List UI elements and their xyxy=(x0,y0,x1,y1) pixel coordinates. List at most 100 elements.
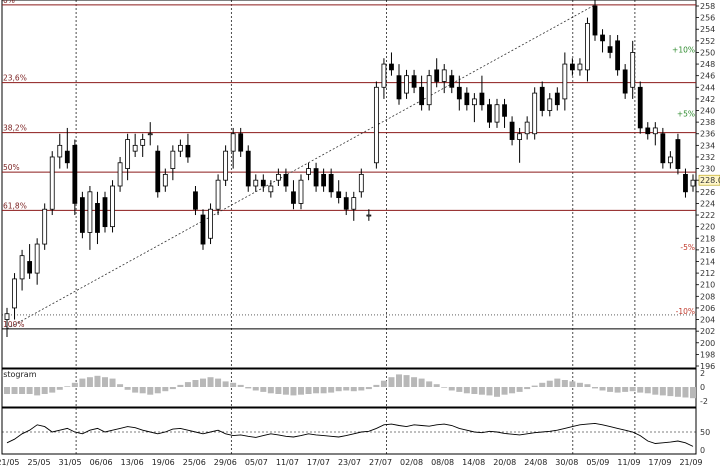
candle-bearish xyxy=(675,139,681,169)
price-axis: 196 198 200 202 204 206 208 210 212 214 216 218 220 2… xyxy=(696,2,715,371)
candle-bullish xyxy=(562,63,568,100)
histogram-bar xyxy=(109,378,116,387)
candle-bullish xyxy=(208,208,213,239)
histogram-bar xyxy=(546,380,553,387)
x-tick-label: 20/08 xyxy=(493,458,516,467)
fib-level-label: 23,6% xyxy=(3,74,27,83)
histogram-bar xyxy=(230,382,237,387)
histogram-bar xyxy=(411,377,418,387)
candle-bullish xyxy=(306,168,311,175)
histogram-bar xyxy=(674,387,681,397)
x-tick-label: 11/09 xyxy=(617,458,640,467)
candle-bearish xyxy=(27,261,33,274)
y-tick-label: 242 xyxy=(700,95,715,104)
candle-bearish xyxy=(637,86,643,129)
fibonacci-levels: 0% 23,6% 38,2% 50% 61,8% 100% xyxy=(2,0,696,330)
histogram-bar xyxy=(71,382,78,387)
y-tick-label: 232 xyxy=(700,153,715,162)
x-tick-label: 13/06 xyxy=(121,458,144,467)
oscillator-panel-frame xyxy=(1,407,697,455)
candle-bullish xyxy=(110,185,115,228)
histogram-tick-label: -2 xyxy=(700,397,708,406)
candle-bullish xyxy=(117,162,123,187)
histogram-bar xyxy=(682,387,689,398)
histogram-bar xyxy=(11,387,18,394)
x-tick-label: 31/05 xyxy=(59,458,82,467)
histogram-bar xyxy=(169,387,176,390)
histogram-bar xyxy=(380,380,387,387)
candle-bullish xyxy=(426,75,432,106)
candle-bearish xyxy=(449,75,455,88)
candle-bullish xyxy=(125,139,131,169)
candle-bearish xyxy=(554,92,560,106)
histogram-bar xyxy=(539,382,546,387)
histogram-bar xyxy=(614,387,621,393)
histogram-bar xyxy=(328,387,335,393)
histogram-panel: istogram 2 0 -2 xyxy=(1,369,708,406)
last-price-box xyxy=(698,174,720,186)
histogram-bar xyxy=(154,387,161,394)
histogram-bar xyxy=(298,387,304,395)
histogram-bar xyxy=(34,387,41,396)
candle-bearish xyxy=(434,69,440,82)
y-tick-label: 222 xyxy=(700,211,715,220)
histogram-bar xyxy=(117,384,124,387)
candle-bearish xyxy=(102,197,108,228)
histogram-bar xyxy=(147,387,154,395)
histogram-bar xyxy=(569,381,576,387)
histogram-bar xyxy=(49,387,56,393)
candle-bearish xyxy=(539,86,545,111)
candle-bearish xyxy=(200,214,206,245)
histogram-bar xyxy=(56,387,63,390)
y-tick-label: 206 xyxy=(700,304,715,313)
histogram-bar xyxy=(192,380,199,387)
candle-bullish xyxy=(441,69,447,82)
y-tick-label: 252 xyxy=(700,37,715,46)
x-tick-label: 27/07 xyxy=(369,458,392,467)
candle-bullish xyxy=(366,214,372,217)
histogram-bar xyxy=(365,387,372,390)
histogram-bar xyxy=(222,381,229,387)
candle-bullish xyxy=(351,197,357,210)
y-tick-label: 212 xyxy=(700,269,715,278)
candle-bearish xyxy=(411,75,417,88)
histogram-bar xyxy=(478,387,485,395)
y-tick-label: 246 xyxy=(700,72,715,81)
histogram-bar xyxy=(41,387,48,394)
histogram-bar xyxy=(659,387,666,396)
candle-bullish xyxy=(132,144,138,152)
y-tick-label: 238 xyxy=(700,118,715,127)
histogram-bar xyxy=(516,387,523,392)
y-tick-label: 198 xyxy=(700,350,715,359)
candle-bearish xyxy=(238,133,244,152)
candle-bullish xyxy=(373,86,379,164)
candle-bearish xyxy=(389,63,394,71)
histogram-bar xyxy=(267,387,274,394)
oscillator-panel: 50 0 xyxy=(2,422,710,455)
oscillator-tick-label: 50 xyxy=(700,428,710,437)
candle-bearish xyxy=(193,191,198,210)
candle-bearish xyxy=(245,150,251,187)
histogram-bar xyxy=(501,387,508,395)
candle-bullish xyxy=(690,179,696,187)
fib-level-label: 100% xyxy=(3,320,24,329)
candle-bullish xyxy=(147,133,153,136)
histogram-bar xyxy=(509,387,516,394)
histogram-bar xyxy=(561,380,568,387)
histogram-bar xyxy=(275,387,282,394)
histogram-bar xyxy=(426,381,433,387)
candle-bearish xyxy=(396,75,402,100)
candle-bullish xyxy=(494,104,500,123)
percent-labels: +10% +5% -5% -10% xyxy=(672,46,695,316)
percent-label: +10% xyxy=(672,46,695,55)
candle-bearish xyxy=(155,150,161,193)
candle-bearish xyxy=(95,203,100,233)
histogram-bar xyxy=(584,384,591,387)
candle-bullish xyxy=(49,156,55,210)
y-tick-label: 220 xyxy=(700,223,715,232)
date-axis: 21/05 25/05 31/05 06/06 13/06 19/06 25/06 29/06… xyxy=(0,458,703,467)
candle-bearish xyxy=(328,173,334,193)
candle-bullish xyxy=(577,63,583,71)
candle-bullish xyxy=(532,92,538,135)
histogram-bar xyxy=(471,387,478,394)
